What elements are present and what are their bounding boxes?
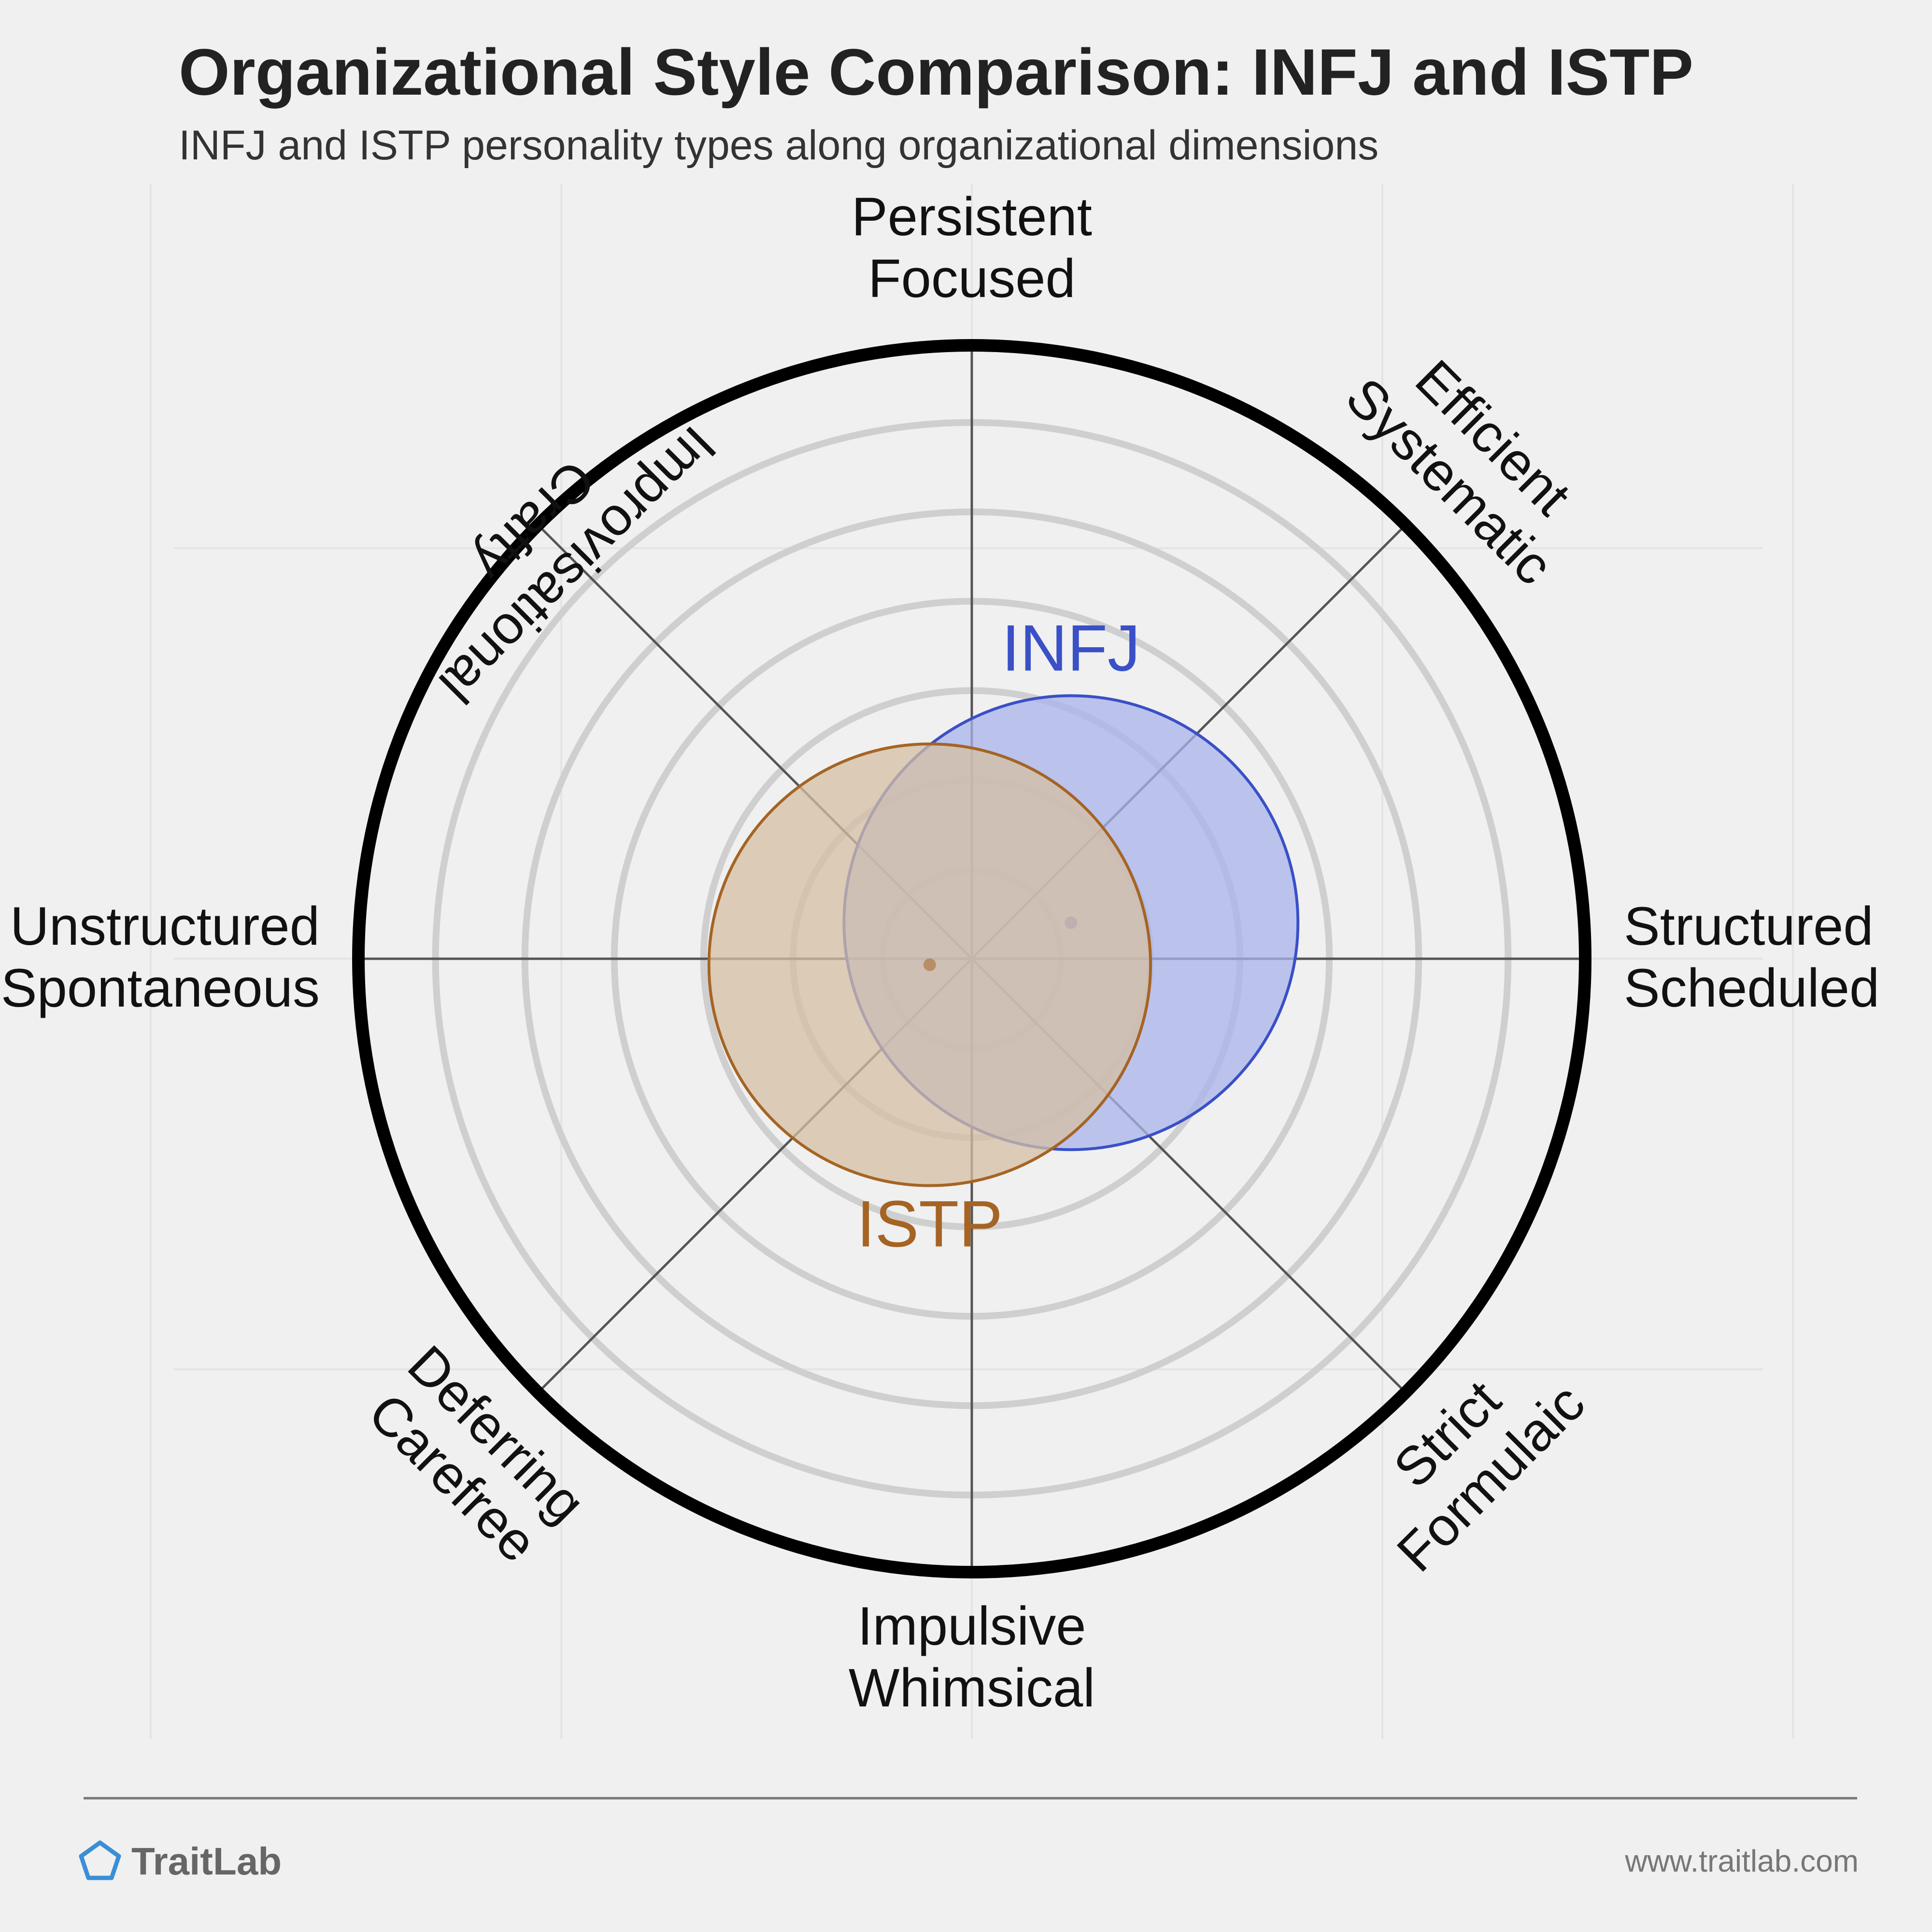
axis-label-line: Unstructured <box>10 896 320 956</box>
brand-name: TraitLab <box>131 1840 282 1883</box>
axis-label-line: Persistent <box>852 186 1092 247</box>
chart-title: Organizational Style Comparison: INFJ an… <box>179 35 1693 109</box>
type-labels: INFJ ISTP <box>857 611 1140 1260</box>
axis-label-line: Impulsive <box>857 1596 1086 1656</box>
type-blobs <box>707 694 1300 1187</box>
axis-label-line: Structured <box>1624 896 1874 956</box>
outer-ring <box>352 339 1591 1578</box>
axis-label-line: Spontaneous <box>1 958 320 1018</box>
chart-subtitle: INFJ and ISTP personality types along or… <box>179 122 1378 169</box>
site-url: www.traitlab.com <box>1624 1844 1859 1878</box>
axis-label-line: Scheduled <box>1624 958 1879 1018</box>
pentagon-logo-icon <box>79 1840 121 1880</box>
type-label-istp: ISTP <box>857 1187 1003 1261</box>
center-dot-istp <box>923 958 936 971</box>
axis-label-line: Whimsical <box>849 1658 1095 1718</box>
type-label-infj: INFJ <box>1002 611 1140 684</box>
axis-label-line: Focused <box>868 248 1076 309</box>
